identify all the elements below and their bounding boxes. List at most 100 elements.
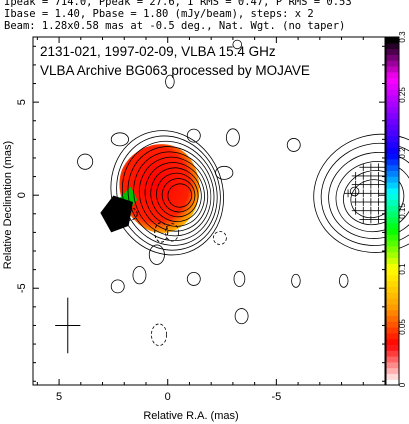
colorbar-tick-label: 0 — [398, 382, 407, 387]
colorbar-segment — [386, 315, 399, 322]
noise-contour — [232, 39, 242, 50]
colorbar-segment — [386, 303, 399, 311]
chart-subtitle: VLBA Archive BG063 processed by MOJAVE — [40, 63, 310, 78]
colorbar-segment — [386, 199, 399, 206]
noise-contour — [186, 272, 201, 286]
x-tick-label: 0 — [165, 391, 171, 403]
noise-contour — [165, 74, 175, 89]
negative-contour — [212, 231, 227, 245]
polarization-color-fill — [119, 144, 200, 233]
noise-contour — [148, 244, 165, 265]
y-tick-label: 5 — [16, 99, 28, 105]
intensity-contour — [167, 183, 193, 208]
colorbar-segment — [386, 141, 399, 148]
negative-contour — [119, 206, 138, 221]
colorbar-segment — [386, 309, 399, 316]
noise-contour — [186, 128, 201, 143]
colorbar-segment — [386, 129, 399, 137]
x-tick-label: -5 — [271, 391, 281, 403]
noise-contour — [110, 279, 125, 294]
y-axis-label: Relative Declination (mas) — [2, 141, 14, 269]
noise-contour — [215, 165, 234, 180]
header-line-2: Ibase = 1.40, Pbase = 1.80 (mJy/beam), s… — [4, 8, 314, 20]
colorbar-segment — [386, 286, 399, 293]
noise-contour — [110, 132, 130, 147]
colorbar-segment — [386, 112, 399, 119]
colorbar-segment — [386, 153, 399, 160]
colorbar-tick-label: 0.1 — [398, 263, 407, 275]
noise-contour — [338, 273, 349, 288]
negative-contour — [165, 223, 179, 242]
noise-contour — [286, 138, 301, 152]
colorbar-segment — [386, 228, 399, 235]
colorbar-tick-label: 0.05 — [398, 319, 407, 335]
colorbar-segment — [386, 182, 399, 189]
negative-contour — [154, 222, 169, 243]
noise-contour — [234, 308, 249, 325]
colorbar-segment — [386, 66, 399, 73]
colorbar-segment — [386, 274, 399, 282]
colorbar-segment — [386, 187, 399, 195]
colorbar-segment — [386, 292, 399, 299]
colorbar-segment — [386, 205, 399, 212]
y-tick-label: 0 — [16, 192, 28, 198]
colorbar-segment — [386, 332, 399, 340]
intensity-contour — [156, 172, 199, 218]
colorbar-segment — [386, 193, 399, 200]
plot-frame — [32, 36, 386, 386]
colorbar-segment — [386, 95, 399, 102]
colorbar-segment — [386, 118, 399, 125]
colorbar-segment — [386, 176, 399, 183]
polarization-color-dark-patch — [100, 195, 133, 233]
colorbar-segment — [386, 234, 399, 241]
colorbar-segment — [386, 211, 399, 218]
colorbar-segment — [386, 89, 399, 96]
intensity-contour — [133, 151, 212, 237]
colorbar-segment — [386, 367, 399, 374]
noise-contour — [291, 273, 301, 288]
colorbar-segment — [386, 269, 399, 276]
colorbar-segment — [386, 164, 399, 171]
colorbar-segment — [386, 251, 399, 258]
x-axis-label: Relative R.A. (mas) — [143, 410, 238, 422]
intensity-contour — [161, 178, 196, 213]
colorbar-segment — [386, 60, 399, 67]
colorbar-segment — [386, 48, 399, 55]
colorbar-segment — [386, 280, 399, 287]
intensity-contour — [150, 167, 202, 222]
colorbar-segment — [386, 106, 399, 113]
colorbar-segment — [386, 71, 399, 79]
colorbar-segment — [386, 361, 399, 369]
colorbar-segment — [386, 216, 399, 224]
colorbar-segment — [386, 373, 399, 380]
noise-contour — [233, 270, 246, 287]
colorbar-segment — [386, 245, 399, 253]
negative-contour — [151, 323, 168, 347]
colorbar-segment — [386, 338, 399, 345]
colorbar-segment — [386, 344, 399, 351]
colorbar-segment — [386, 42, 399, 50]
colorbar-frame — [385, 36, 400, 386]
intensity-contour — [144, 162, 205, 227]
colorbar-segment — [386, 37, 399, 44]
intensity-contour — [138, 156, 209, 232]
colorbar-segment — [386, 135, 399, 142]
colorbar-segment — [386, 158, 399, 166]
header-line-1: Ipeak = 714.0, Ppeak = 27.6, I RMS = 0.4… — [4, 0, 352, 8]
colorbar-segment — [386, 379, 399, 386]
colorbar-segment — [386, 321, 399, 328]
colorbar-segment — [386, 240, 399, 247]
colorbar-segment — [386, 147, 399, 154]
colorbar-segment — [386, 298, 399, 305]
intensity-contour — [127, 146, 215, 242]
colorbar-segment — [386, 100, 399, 108]
y-tick-label: -5 — [16, 283, 28, 293]
polarization-contour — [343, 170, 405, 226]
colorbar-segment — [386, 263, 399, 270]
colorbar-segment — [386, 350, 399, 357]
colorbar-segment — [386, 356, 399, 363]
x-tick-label: 5 — [56, 391, 62, 403]
noise-contour — [349, 186, 360, 197]
noise-contour — [225, 128, 240, 147]
